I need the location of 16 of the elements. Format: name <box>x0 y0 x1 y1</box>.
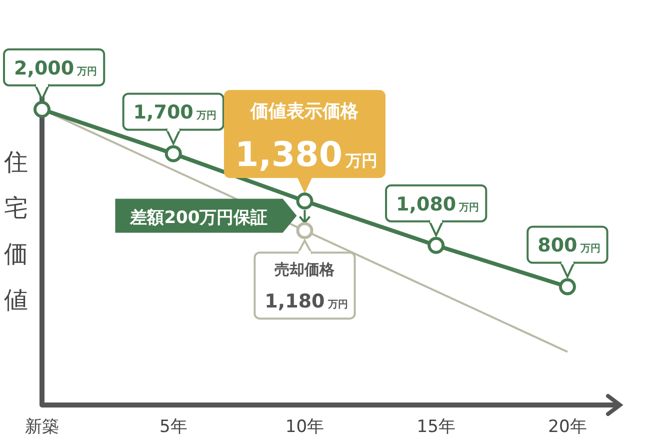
x-tick-label: 20年 <box>548 417 587 437</box>
point <box>164 145 182 162</box>
x-tick-label: 5年 <box>159 417 188 437</box>
annotation: 売却価格 <box>274 260 336 279</box>
y-axis-title: 住宅価値 <box>3 148 28 314</box>
x-tick-label: 15年 <box>416 417 456 437</box>
point <box>558 278 576 296</box>
difference-note: 差額200万円保証 <box>115 198 297 233</box>
point <box>428 236 445 254</box>
annotation: 価値表示価格 <box>250 101 360 122</box>
data-label: 1,380万円 <box>234 135 378 175</box>
x-tick-label: 10年 <box>285 417 324 437</box>
point <box>34 100 50 118</box>
annotation: 差額200万円保証 <box>129 208 268 228</box>
point <box>296 192 314 210</box>
x-tick-label: 新築 <box>25 417 59 437</box>
